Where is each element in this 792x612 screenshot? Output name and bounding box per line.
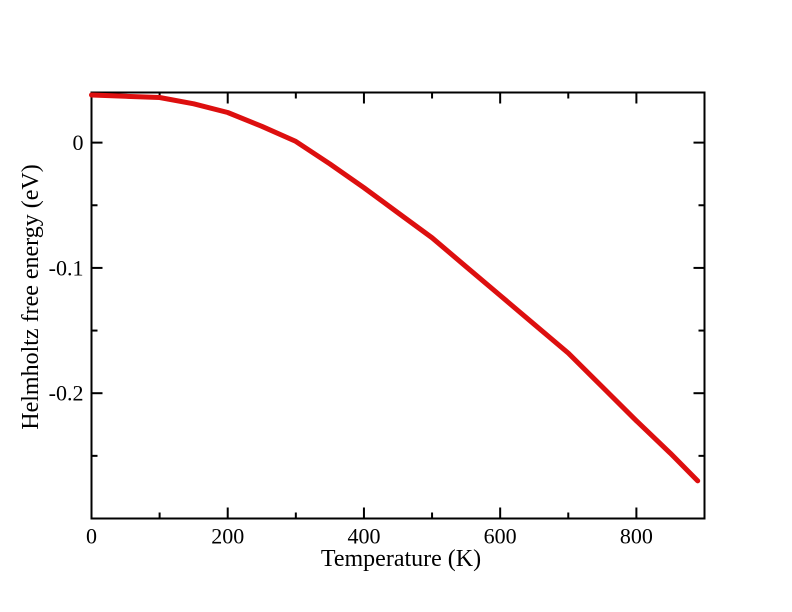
y-tick-label: -0.2 (49, 381, 84, 406)
y-tick-label: -0.1 (49, 255, 84, 280)
plot-frame (90, 91, 706, 520)
x-tick-label: 800 (620, 524, 653, 549)
helmholtz-free-energy-curve (89, 92, 701, 484)
y-tick-label: 0 (73, 130, 84, 155)
x-tick-label: 200 (211, 524, 244, 549)
x-axis-label: Temperature (K) (321, 546, 481, 572)
y-axis-label: Helmholtz free energy (eV) (18, 164, 44, 429)
x-tick-label: 400 (347, 524, 380, 549)
x-tick-label: 0 (86, 524, 97, 549)
x-tick-label: 600 (484, 524, 517, 549)
plot-area: 0 200 400 600 800 0 -0.1 -0.2 (49, 91, 706, 549)
